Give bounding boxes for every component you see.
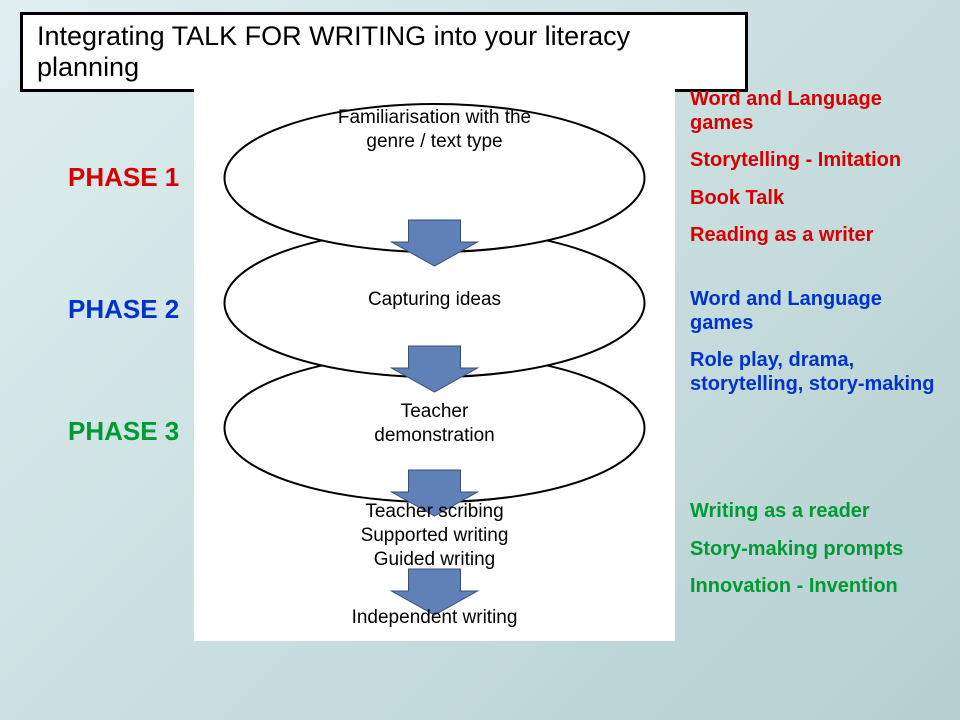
phase-3-annotations: Writing as a reader Story-making prompts… xyxy=(690,500,940,613)
page-title: Integrating TALK FOR WRITING into your l… xyxy=(20,12,748,92)
phase-3-label: PHASE 3 xyxy=(68,416,179,447)
phase-2-label: PHASE 2 xyxy=(68,294,179,325)
step-teacher-scribing: Teacher scribing Supported writing Guide… xyxy=(194,500,675,571)
annotation-item: Storytelling - Imitation xyxy=(690,149,940,173)
step-familiarisation: Familiarisation with the genre / text ty… xyxy=(194,106,675,154)
step-teacher-demonstration: Teacher demonstration xyxy=(194,400,675,448)
flow-diagram: Familiarisation with the genre / text ty… xyxy=(194,88,675,641)
annotation-item: Book Talk xyxy=(690,187,940,211)
annotation-item: Word and Language games xyxy=(690,88,940,135)
annotation-item: Reading as a writer xyxy=(690,224,940,248)
phase-1-label: PHASE 1 xyxy=(68,162,179,193)
annotation-item: Word and Language games xyxy=(690,288,940,335)
annotation-item: Innovation - Invention xyxy=(690,575,940,599)
annotation-item: Role play, drama, storytelling, story-ma… xyxy=(690,349,940,396)
phase-1-annotations: Word and Language games Storytelling - I… xyxy=(690,88,940,262)
phase-2-annotations: Word and Language games Role play, drama… xyxy=(690,288,940,410)
annotation-item: Story-making prompts xyxy=(690,538,940,562)
step-capturing-ideas: Capturing ideas xyxy=(194,288,675,312)
step-independent-writing: Independent writing xyxy=(194,606,675,630)
annotation-item: Writing as a reader xyxy=(690,500,940,524)
